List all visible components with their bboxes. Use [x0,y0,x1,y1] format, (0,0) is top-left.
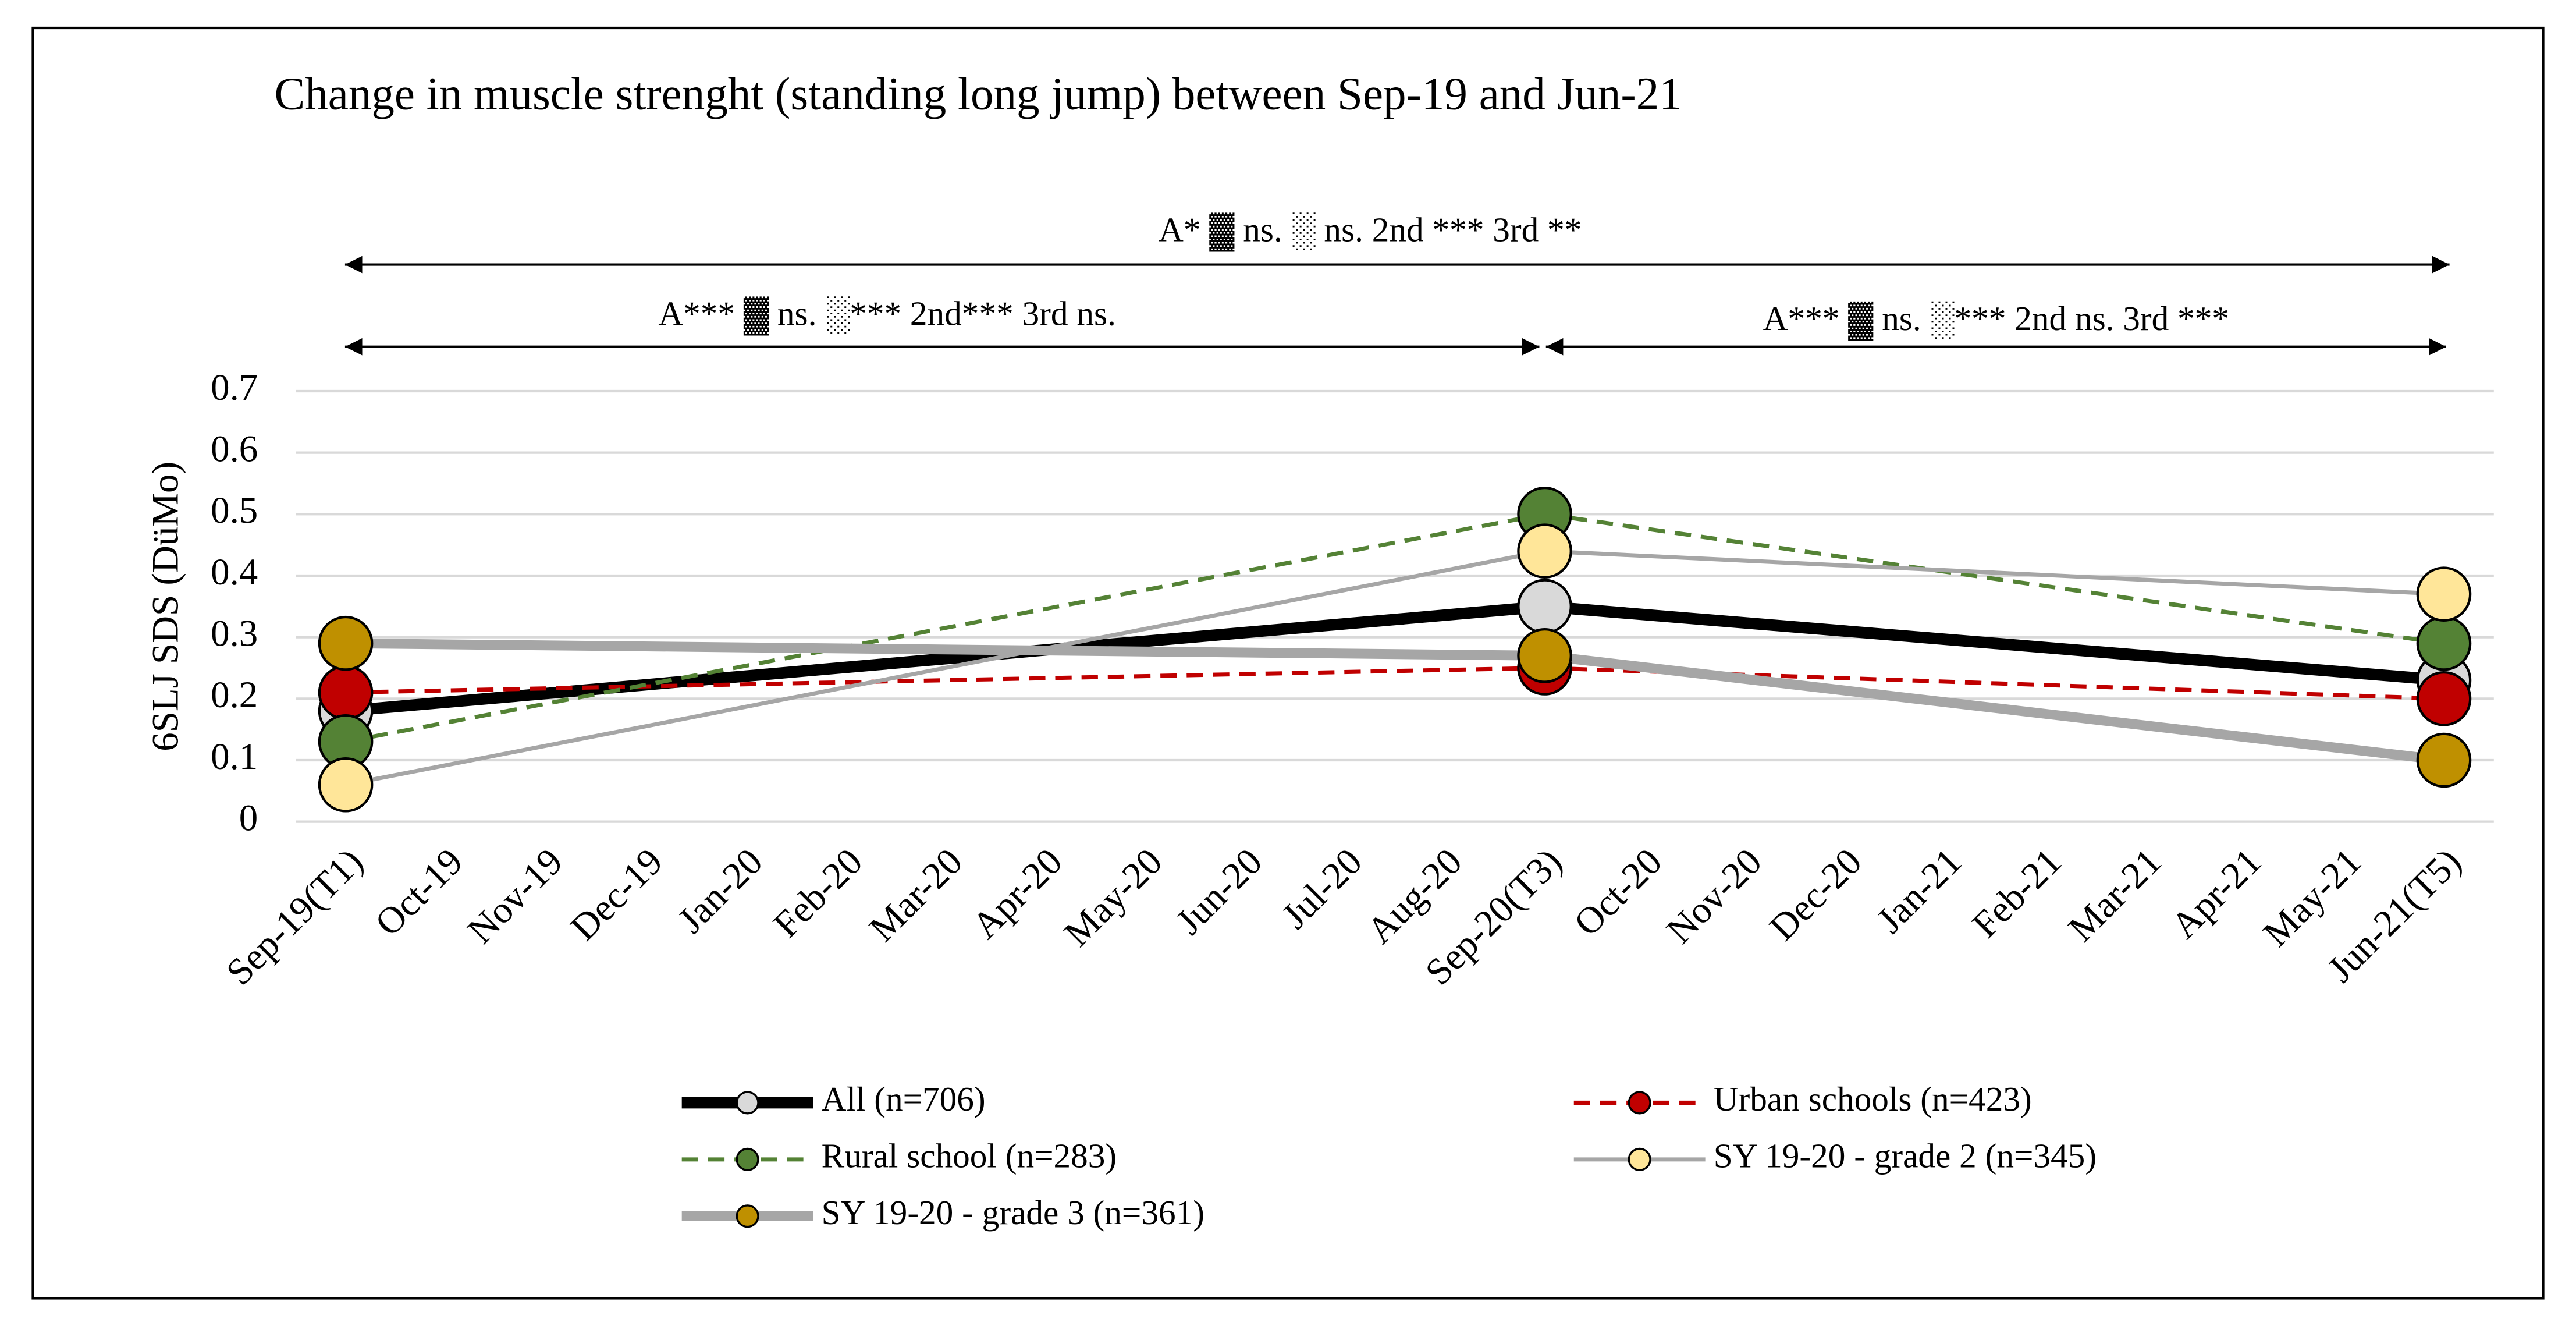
y-tick-label: 0.5 [211,490,258,531]
series-line [345,512,1545,744]
data-point [318,615,374,671]
series-line [345,665,1545,695]
y-tick-label: 0.7 [211,367,258,409]
data-point [2416,732,2472,788]
data-point [1517,523,1572,579]
series-line [1544,549,2444,597]
series-line [345,600,1545,717]
legend-marker [1628,1147,1651,1171]
annotation: A*** ▓ ns. ░*** 2nd ns. 3rd *** [1763,299,2229,341]
data-point [2416,566,2472,622]
legend-label: Urban schools (n=423) [1714,1080,2032,1118]
chart-title: Change in muscle strenght (standing long… [275,69,1682,120]
legend-marker [1628,1091,1651,1115]
y-tick-label: 0.1 [211,736,258,778]
data-point [318,665,374,721]
series-line [1544,650,2444,765]
series-line [1544,665,2444,701]
data-point [2416,671,2472,726]
series-line [1544,600,2444,686]
annotation: A*** ▓ ns. ░*** 2nd*** 3rd ns. [658,295,1116,336]
legend-marker [736,1204,759,1228]
legend-marker [736,1147,759,1171]
legend-label: SY 19-20 - grade 3 (n=361) [822,1193,1204,1232]
legend-label: SY 19-20 - grade 2 (n=345) [1714,1136,2097,1175]
series-line [1544,512,2444,646]
data-point [1517,628,1572,683]
frame [31,26,2545,1300]
data-point [1517,579,1572,634]
y-tick-label: 0.2 [211,674,258,716]
y-axis-label: 6SLJ SDS (DüMo) [145,462,187,751]
y-tick-label: 0.6 [211,428,258,470]
series-line [345,549,1545,787]
y-tick-label: 0 [239,797,258,839]
legend-label: All (n=706) [822,1080,986,1118]
legend-marker [736,1091,759,1115]
y-tick-label: 0.4 [211,551,258,593]
legend-label: Rural school (n=283) [822,1136,1117,1175]
annotation: A* ▓ ns. ░ ns. 2nd *** 3rd ** [1159,211,1582,252]
y-tick-label: 0.3 [211,613,258,655]
series-line [345,638,1545,661]
data-point [318,757,374,813]
data-point [2416,615,2472,671]
